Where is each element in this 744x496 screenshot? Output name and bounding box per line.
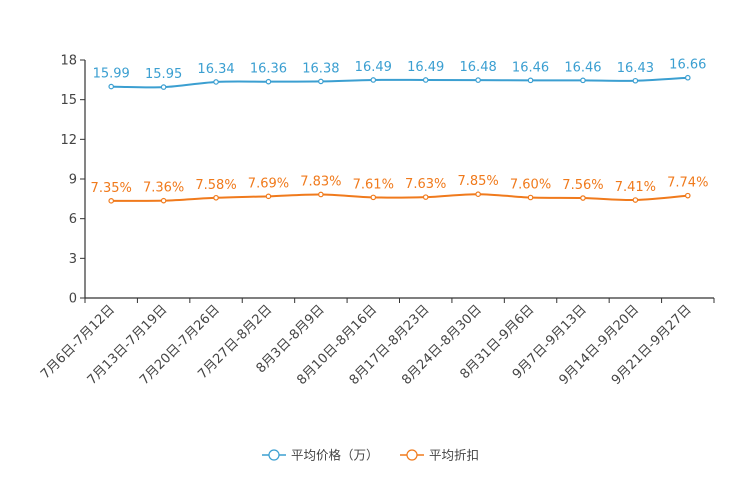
y-tick-label: 3 xyxy=(69,252,77,267)
y-tick-label: 12 xyxy=(60,133,77,148)
data-label: 7.63% xyxy=(405,177,446,192)
data-point[interactable] xyxy=(475,191,481,198)
data-point[interactable] xyxy=(265,193,272,200)
legend[interactable]: 平均价格（万） 平均折扣 xyxy=(262,448,479,463)
data-label: 16.49 xyxy=(407,60,444,75)
data-point[interactable] xyxy=(475,77,481,83)
data-label: 15.95 xyxy=(145,67,182,82)
data-point[interactable] xyxy=(422,77,429,83)
legend-marker-icon xyxy=(268,449,280,461)
data-label: 15.99 xyxy=(93,67,130,82)
data-label: 7.41% xyxy=(615,180,656,195)
data-point[interactable] xyxy=(108,83,115,90)
data-label: 16.48 xyxy=(460,60,497,75)
series-layer xyxy=(108,74,691,204)
legend-label: 平均价格（万） xyxy=(291,448,379,463)
data-label: 7.69% xyxy=(248,176,289,191)
data-point[interactable] xyxy=(318,78,324,85)
data-point[interactable] xyxy=(370,194,377,201)
data-label: 16.46 xyxy=(512,60,549,75)
data-label: 16.46 xyxy=(564,60,601,75)
data-point[interactable] xyxy=(422,194,429,200)
data-label: 16.49 xyxy=(355,60,392,75)
data-point[interactable] xyxy=(684,192,691,199)
data-point[interactable] xyxy=(632,197,639,203)
data-point[interactable] xyxy=(527,77,534,84)
data-label: 7.56% xyxy=(562,178,603,193)
y-tick-label: 18 xyxy=(60,54,77,69)
legend-label: 平均折扣 xyxy=(429,448,479,463)
data-label: 7.60% xyxy=(510,178,551,193)
data-point[interactable] xyxy=(160,84,167,90)
data-label: 7.74% xyxy=(667,176,708,191)
y-tick-label: 0 xyxy=(69,292,77,307)
data-point[interactable] xyxy=(265,78,272,85)
data-point[interactable] xyxy=(370,77,377,83)
data-label: 7.35% xyxy=(91,181,132,196)
data-label: 16.66 xyxy=(669,58,706,73)
data-label: 7.85% xyxy=(457,174,498,189)
data-label: 7.83% xyxy=(300,174,341,189)
data-labels: 15.99 15.95 16.34 16.36 16.38 16.49 16.49 16.48… xyxy=(91,58,709,196)
legend-item-avg-discount[interactable]: 平均折扣 xyxy=(400,448,479,463)
data-point[interactable] xyxy=(632,77,639,84)
legend-item-avg-price[interactable]: 平均价格（万） xyxy=(262,448,379,463)
series-line-avg-discount xyxy=(111,193,688,202)
y-tick-label: 6 xyxy=(69,212,77,227)
y-tick-label: 9 xyxy=(69,173,77,188)
data-point[interactable] xyxy=(318,191,324,198)
series-line-avg-price xyxy=(111,76,688,89)
data-point[interactable] xyxy=(160,197,167,204)
data-label: 7.61% xyxy=(353,177,394,192)
data-label: 16.34 xyxy=(197,62,234,77)
legend-marker-icon xyxy=(406,449,418,461)
data-label: 16.43 xyxy=(617,61,654,76)
data-point[interactable] xyxy=(580,77,586,84)
data-point[interactable] xyxy=(213,79,219,85)
data-label: 16.38 xyxy=(302,61,339,76)
data-point[interactable] xyxy=(108,198,115,204)
data-point[interactable] xyxy=(684,74,691,81)
data-point[interactable] xyxy=(213,194,219,201)
data-label: 7.36% xyxy=(143,181,184,196)
data-point[interactable] xyxy=(580,195,586,201)
y-tick-label: 15 xyxy=(60,93,77,108)
data-label: 16.36 xyxy=(250,62,287,77)
data-point[interactable] xyxy=(527,194,534,201)
axes: 03691215187月6日-7月12日7月13日-7月19日7月20日-7月2… xyxy=(38,54,715,388)
data-label: 7.58% xyxy=(195,178,236,193)
